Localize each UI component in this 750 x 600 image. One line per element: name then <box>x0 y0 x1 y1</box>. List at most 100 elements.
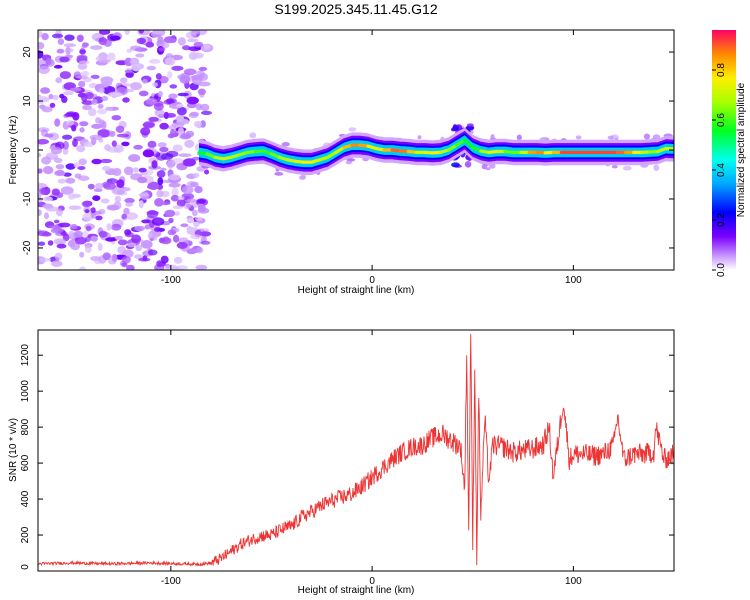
noise-blob <box>85 244 92 253</box>
noise-blob <box>77 166 86 170</box>
noise-blob <box>149 58 161 64</box>
noise-blob <box>105 106 114 111</box>
y-tick-label: -10 <box>22 191 33 206</box>
y-tick-label: 1200 <box>20 344 31 367</box>
noise-blob <box>55 77 62 84</box>
colorbar-tick-label: 0.2 <box>716 213 727 227</box>
figure-title: S199.2025.345.11.45.G12 <box>274 1 437 17</box>
noise-blob <box>87 183 95 190</box>
noise-blob <box>56 48 65 54</box>
noise-blob <box>63 43 76 48</box>
noise-blob <box>121 262 128 268</box>
noise-blob <box>120 77 128 84</box>
noise-blob <box>77 62 88 70</box>
noise-blob <box>54 118 61 127</box>
noise-blob <box>57 222 71 228</box>
snr-y-ticks: 0 200 400 600 800 1000 1200 <box>20 344 674 572</box>
noise-blob <box>98 230 108 238</box>
noise-blob <box>147 181 160 190</box>
noise-blob <box>95 215 103 221</box>
noise-blob <box>56 208 63 217</box>
noise-blob <box>174 211 180 217</box>
turbulent-blob <box>466 123 474 127</box>
noise-blob <box>68 205 82 210</box>
noise-blob <box>55 164 65 170</box>
noise-blob <box>185 203 192 208</box>
noise-blob <box>57 38 65 45</box>
noise-blob <box>104 144 110 151</box>
colorbar-tick-label: 0.6 <box>716 113 727 127</box>
noise-blob <box>38 30 43 38</box>
noise-blob <box>187 38 199 43</box>
noise-blob <box>170 128 176 138</box>
y-tick-label: 20 <box>22 46 33 58</box>
noise-blob <box>64 112 77 118</box>
noise-blob <box>178 153 192 158</box>
noise-blob <box>176 241 188 249</box>
noise-blob <box>52 94 59 101</box>
halo-blob <box>607 135 614 140</box>
noise-blob <box>128 154 141 162</box>
noise-blob <box>85 225 92 232</box>
noise-blob <box>154 108 165 117</box>
noise-blob <box>60 186 74 195</box>
noise-blob <box>65 163 76 170</box>
x-tick-label: 0 <box>369 576 375 587</box>
noise-blob <box>198 228 210 233</box>
noise-blob <box>188 113 199 119</box>
noise-blob <box>41 231 52 237</box>
noise-blob <box>135 244 143 252</box>
noise-blob <box>68 193 76 200</box>
noise-blob <box>172 205 183 210</box>
noise-blob <box>132 167 139 173</box>
noise-blob <box>38 193 42 200</box>
noise-blob <box>203 44 211 50</box>
turbulent-blob <box>451 162 460 168</box>
noise-blob <box>185 31 197 39</box>
colorbar-tick-label: 0.0 <box>716 263 727 277</box>
noise-blob <box>155 73 162 80</box>
noise-blob <box>167 71 173 79</box>
noise-blob <box>99 158 113 164</box>
noise-blob <box>95 56 105 62</box>
y-tick-label: 600 <box>20 454 31 471</box>
noise-blob <box>106 204 120 211</box>
noise-blob <box>38 209 42 216</box>
noise-blob <box>38 152 42 158</box>
noise-blob <box>111 179 118 184</box>
noise-blob <box>69 87 82 92</box>
noise-blob <box>190 181 199 188</box>
noise-blob <box>182 185 194 195</box>
noise-blob <box>105 237 116 242</box>
noise-blob <box>91 158 102 165</box>
noise-blob <box>151 30 163 35</box>
noise-blob <box>137 176 148 184</box>
spectrogram-y-ticks: -20 -10 0 10 20 <box>22 46 674 255</box>
noise-blob <box>134 254 143 259</box>
noise-blob <box>79 266 86 270</box>
noise-blob <box>167 229 176 236</box>
noise-blob <box>56 243 67 249</box>
noise-blob <box>130 82 142 91</box>
halo-blob <box>516 134 522 141</box>
y-tick-label: 400 <box>20 490 31 507</box>
noise-blob <box>170 194 180 202</box>
noise-blob <box>177 127 185 135</box>
noise-blob <box>125 202 134 207</box>
noise-blob <box>176 103 184 108</box>
noise-blob <box>55 169 65 176</box>
noise-blob <box>41 33 49 41</box>
halo-blob <box>249 132 257 139</box>
noise-blob <box>160 153 174 160</box>
noise-blob <box>110 35 121 41</box>
noise-blob <box>196 247 204 254</box>
noise-blob <box>156 190 164 198</box>
noise-blob <box>170 266 181 270</box>
noise-blob <box>63 91 74 96</box>
noise-blob <box>76 54 88 60</box>
noise-blob <box>180 223 189 228</box>
noise-blob <box>97 129 110 138</box>
noise-blob <box>197 88 206 96</box>
noise-blob <box>152 233 158 241</box>
noise-blob <box>59 71 71 80</box>
